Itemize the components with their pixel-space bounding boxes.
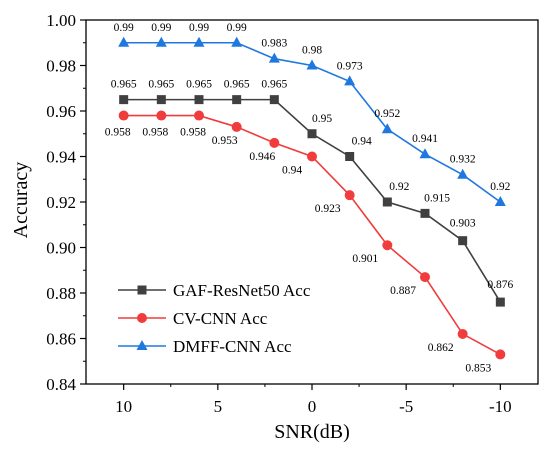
- data-label: 0.887: [390, 285, 416, 297]
- data-label: 0.92: [389, 181, 409, 193]
- data-label: 0.903: [450, 218, 476, 230]
- data-label: 0.973: [337, 60, 363, 72]
- series-0-point: [307, 129, 317, 139]
- y-tick-label: 0.92: [46, 193, 76, 212]
- y-tick-label: 0.86: [46, 330, 76, 349]
- data-label: 0.932: [450, 154, 476, 166]
- series-0-point: [495, 297, 505, 307]
- data-label: 0.94: [352, 136, 372, 148]
- series-1-point: [382, 240, 393, 251]
- series-2-point: [494, 196, 506, 206]
- series-2-point: [457, 168, 469, 179]
- legend-marker: [136, 340, 148, 350]
- series-2-point: [419, 148, 431, 159]
- series-0-point: [194, 95, 204, 105]
- data-label: 0.915: [424, 192, 450, 204]
- data-label: 0.862: [428, 342, 454, 354]
- y-tick-label: 0.84: [46, 375, 76, 394]
- data-label: 0.958: [105, 127, 131, 139]
- x-tick-label: -5: [399, 397, 413, 416]
- data-label: 0.965: [148, 79, 174, 91]
- series-0-point: [420, 208, 430, 218]
- series-1-point: [118, 110, 129, 121]
- x-tick-label: -10: [489, 397, 512, 416]
- y-tick-label: 0.96: [46, 102, 76, 121]
- plot-frame: [85, 19, 539, 385]
- series-0-point: [119, 95, 129, 105]
- series-1-point: [344, 190, 355, 201]
- series-0-point: [232, 95, 242, 105]
- data-label: 0.876: [487, 279, 513, 291]
- data-label: 0.941: [412, 133, 438, 145]
- data-label: 0.99: [227, 22, 247, 34]
- data-label: 0.923: [315, 203, 341, 215]
- series-1-point: [307, 151, 317, 162]
- series-0-point: [458, 236, 468, 246]
- data-label: 0.983: [261, 38, 287, 50]
- series-2-point: [268, 52, 280, 63]
- series-0-point: [156, 95, 166, 105]
- data-label: 0.952: [374, 108, 400, 120]
- data-label: 0.99: [189, 22, 209, 34]
- y-tick-label: 0.98: [46, 57, 76, 76]
- series-1-point: [194, 110, 204, 121]
- series-0-point: [345, 152, 355, 161]
- x-tick-label: 5: [214, 397, 223, 416]
- series-2-point: [306, 59, 318, 70]
- legend-marker: [137, 285, 147, 295]
- series-2-point: [118, 36, 130, 47]
- data-label: 0.958: [180, 127, 206, 139]
- data-label: 0.946: [249, 151, 275, 163]
- series-2-point: [155, 36, 167, 47]
- data-label: 0.99: [114, 22, 134, 34]
- data-label: 0.953: [212, 135, 238, 147]
- legend-label-1: CV-CNN Acc: [173, 309, 268, 328]
- y-tick-label: 1.00: [46, 11, 76, 30]
- data-label: 0.95: [312, 113, 332, 125]
- series-1-point: [269, 137, 280, 148]
- data-label: 0.98: [302, 45, 322, 57]
- legend-label-0: GAF-ResNet50 Acc: [173, 281, 311, 300]
- data-label: 0.853: [465, 362, 491, 374]
- x-axis-title: SNR(dB): [274, 421, 350, 443]
- series-2-point: [381, 123, 393, 134]
- series-0-point: [382, 197, 392, 207]
- data-label: 0.901: [352, 253, 378, 265]
- data-label: 0.958: [142, 127, 168, 139]
- series-2-point: [231, 36, 243, 47]
- y-tick-label: 0.94: [46, 148, 76, 167]
- series-0-point: [269, 95, 279, 105]
- y-tick-label: 0.88: [46, 284, 76, 303]
- x-tick-label: 0: [308, 397, 317, 416]
- series-2-point: [193, 36, 205, 47]
- data-label: 0.94: [282, 165, 302, 177]
- series-1-point: [495, 349, 506, 360]
- x-tick-label: 10: [115, 397, 132, 416]
- legend-label-2: DMFF-CNN Acc: [173, 337, 292, 356]
- y-tick-label: 0.90: [46, 239, 76, 258]
- data-label: 0.965: [261, 79, 287, 91]
- data-label: 0.965: [224, 79, 250, 91]
- series-1-point: [420, 272, 430, 283]
- data-label: 0.965: [186, 79, 212, 91]
- series-1-point: [156, 110, 167, 121]
- data-label: 0.92: [490, 181, 510, 193]
- data-label: 0.99: [151, 22, 171, 34]
- data-label: 0.965: [111, 79, 137, 91]
- series-1-point: [231, 121, 242, 132]
- y-axis-title: Accuracy: [10, 162, 32, 239]
- series-2-point: [344, 75, 356, 86]
- series-1-point: [457, 328, 468, 339]
- legend-marker: [137, 313, 147, 323]
